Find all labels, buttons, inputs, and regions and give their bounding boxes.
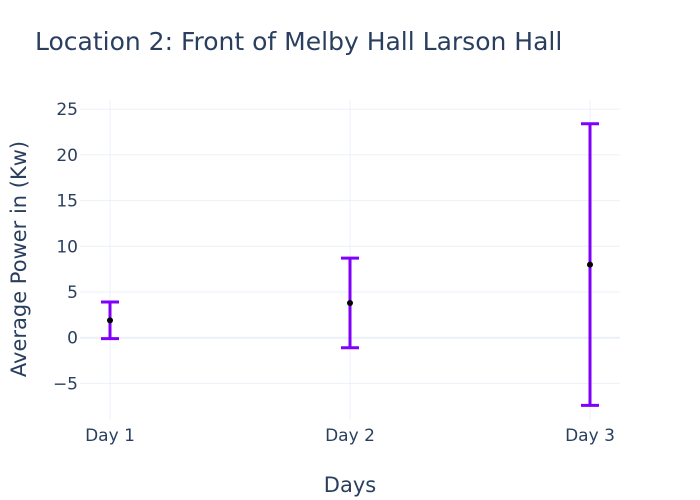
x-tick-label: Day 1 bbox=[85, 426, 135, 446]
x-axis-title: Days bbox=[324, 473, 376, 497]
x-axis-ticks: Day 1 Day 2 Day 3 bbox=[85, 426, 615, 446]
data-point bbox=[587, 261, 593, 268]
y-tick-label: 15 bbox=[56, 192, 78, 212]
y-axis-title: Average Power in (Kw) bbox=[7, 141, 31, 377]
y-tick-label: 0 bbox=[67, 329, 78, 349]
y-tick-label: 10 bbox=[56, 237, 78, 257]
x-tick-label: Day 3 bbox=[565, 426, 615, 446]
x-tick-label: Day 2 bbox=[325, 426, 375, 446]
y-tick-label: 25 bbox=[56, 100, 78, 120]
data-point bbox=[107, 317, 113, 324]
y-tick-label: 5 bbox=[67, 283, 78, 303]
y-axis-ticks: −5 0 5 10 15 20 25 bbox=[53, 100, 78, 394]
chart-title: Location 2: Front of Melby Hall Larson H… bbox=[35, 27, 562, 56]
y-tick-label: 20 bbox=[56, 146, 78, 166]
y-tick-label: −5 bbox=[53, 374, 78, 394]
data-points bbox=[107, 261, 593, 324]
data-point bbox=[347, 299, 353, 306]
